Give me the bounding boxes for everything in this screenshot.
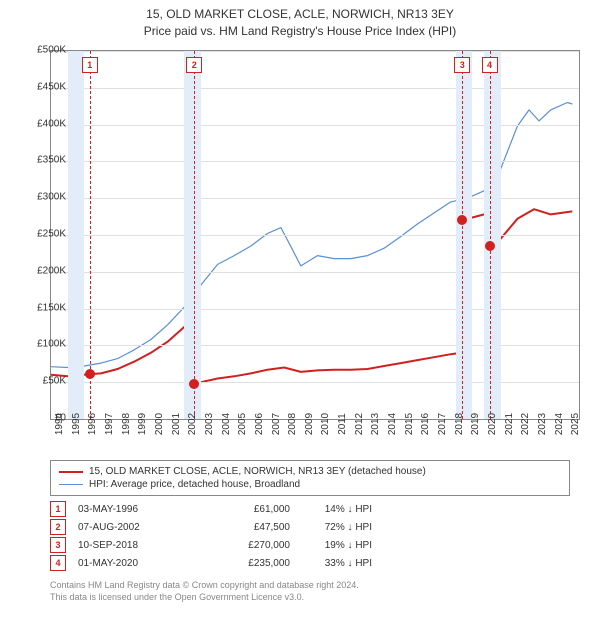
callout-row: 2 07-AUG-2002 £47,500 72% ↓ HPI [50,518,372,536]
x-axis-label: 2011 [337,413,348,435]
x-axis-label: 2005 [237,413,248,435]
x-axis-label: 1994 [54,413,65,435]
event-band [484,51,501,419]
callout-marker: 2 [186,57,202,73]
x-axis-label: 1996 [87,413,98,435]
legend-swatch [59,471,83,473]
callout-dot [189,379,199,389]
attribution-footer: Contains HM Land Registry data © Crown c… [50,580,359,603]
y-axis-label: £350K [20,155,66,166]
y-axis-label: £250K [20,229,66,240]
x-axis-label: 2003 [204,413,215,435]
callout-row: 4 01-MAY-2020 £235,000 33% ↓ HPI [50,554,372,572]
x-axis-label: 2015 [404,413,415,435]
callout-line [90,51,91,419]
y-axis-label: £500K [20,45,66,56]
x-axis-label: 1997 [104,413,115,435]
callout-row-pct: 72% ↓ HPI [302,522,372,533]
x-axis-label: 2025 [570,413,581,435]
legend-label: HPI: Average price, detached house, Broa… [89,479,300,490]
x-axis-label: 1999 [137,413,148,435]
chart-plot-area: 1 2 34 [50,50,580,420]
footer-line-2: This data is licensed under the Open Gov… [50,592,359,604]
callout-row-pct: 14% ↓ HPI [302,504,372,515]
legend-row: 15, OLD MARKET CLOSE, ACLE, NORWICH, NR1… [59,465,561,478]
legend-row: HPI: Average price, detached house, Broa… [59,478,561,491]
legend: 15, OLD MARKET CLOSE, ACLE, NORWICH, NR1… [50,460,570,496]
callout-row-pct: 33% ↓ HPI [302,558,372,569]
x-axis-label: 2013 [370,413,381,435]
footer-line-1: Contains HM Land Registry data © Crown c… [50,580,359,592]
x-axis-label: 2014 [387,413,398,435]
callout-table: 1 03-MAY-1996 £61,000 14% ↓ HPI 2 07-AUG-2002… [50,500,372,572]
event-band [68,51,85,419]
callout-row-date: 10-SEP-2018 [78,540,188,551]
x-axis-label: 2000 [154,413,165,435]
x-axis-label: 2021 [504,413,515,435]
x-axis-label: 2016 [420,413,431,435]
event-band [184,51,201,419]
callout-line [194,51,195,419]
x-axis-label: 2018 [454,413,465,435]
callout-row-pct: 19% ↓ HPI [302,540,372,551]
legend-swatch [59,484,83,485]
x-axis-label: 2009 [304,413,315,435]
x-axis-label: 2010 [320,413,331,435]
x-axis-label: 1995 [71,413,82,435]
y-axis-label: £50K [20,376,66,387]
callout-row-date: 01-MAY-2020 [78,558,188,569]
x-axis-label: 2022 [520,413,531,435]
callout-dot [85,369,95,379]
callout-dot [485,241,495,251]
callout-row-price: £235,000 [200,558,290,569]
callout-row: 1 03-MAY-1996 £61,000 14% ↓ HPI [50,500,372,518]
x-axis-label: 2004 [221,413,232,435]
y-axis-label: £300K [20,192,66,203]
y-axis-label: £200K [20,265,66,276]
x-axis-label: 2019 [470,413,481,435]
callout-row-num: 3 [50,537,66,553]
x-axis-label: 2017 [437,413,448,435]
callout-line [462,51,463,419]
callout-row-num: 1 [50,501,66,517]
callout-marker: 3 [454,57,470,73]
x-axis-label: 2024 [554,413,565,435]
chart-title: 15, OLD MARKET CLOSE, ACLE, NORWICH, NR1… [0,0,600,40]
callout-row-date: 07-AUG-2002 [78,522,188,533]
y-axis-label: £400K [20,118,66,129]
callout-row: 3 10-SEP-2018 £270,000 19% ↓ HPI [50,536,372,554]
x-axis-label: 2012 [354,413,365,435]
x-axis-label: 2023 [537,413,548,435]
callout-row-num: 2 [50,519,66,535]
callout-row-price: £61,000 [200,504,290,515]
callout-marker: 1 [82,57,98,73]
x-axis-label: 1998 [121,413,132,435]
x-axis-label: 2007 [271,413,282,435]
y-axis-label: £450K [20,81,66,92]
x-axis-label: 2002 [187,413,198,435]
callout-row-date: 03-MAY-1996 [78,504,188,515]
callout-line [490,51,491,419]
x-axis-label: 2008 [287,413,298,435]
callout-marker: 4 [482,57,498,73]
x-axis-label: 2006 [254,413,265,435]
callout-row-price: £47,500 [200,522,290,533]
x-axis-label: 2020 [487,413,498,435]
y-axis-label: £150K [20,302,66,313]
callout-row-num: 4 [50,555,66,571]
callout-dot [457,215,467,225]
x-axis-label: 2001 [171,413,182,435]
legend-label: 15, OLD MARKET CLOSE, ACLE, NORWICH, NR1… [89,466,426,477]
callout-row-price: £270,000 [200,540,290,551]
event-band [456,51,473,419]
title-line-1: 15, OLD MARKET CLOSE, ACLE, NORWICH, NR1… [0,6,600,23]
title-line-2: Price paid vs. HM Land Registry's House … [0,23,600,40]
y-axis-label: £100K [20,339,66,350]
